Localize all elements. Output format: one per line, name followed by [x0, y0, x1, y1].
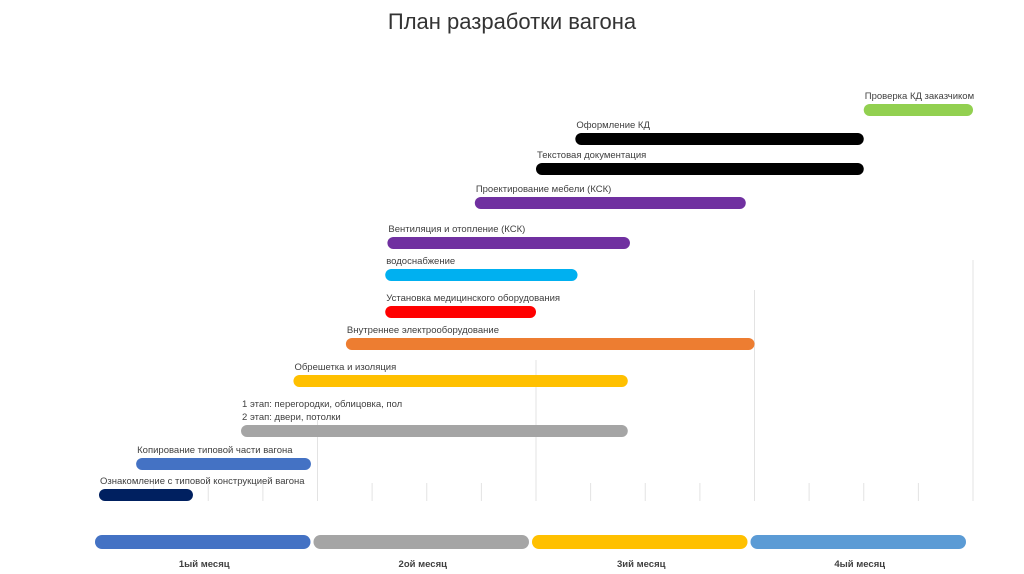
- task-label: Текстовая документация: [537, 150, 646, 161]
- task-bar: [241, 425, 628, 437]
- month-bar: [313, 535, 529, 549]
- task-label: Копирование типовой части вагона: [137, 445, 293, 456]
- task-label: 2 этап: двери, потолки: [242, 412, 341, 423]
- month-axis: 1ый месяц 2ой месяц 3ий месяц 4ый месяц: [95, 535, 966, 570]
- month-bar: [750, 535, 966, 549]
- month-label: 2ой месяц: [399, 559, 448, 570]
- task-bar: [387, 237, 630, 249]
- month-bar: [532, 535, 748, 549]
- task-bar: [863, 104, 973, 116]
- month-label: 3ий месяц: [617, 559, 666, 570]
- month-label: 1ый месяц: [179, 559, 230, 570]
- task-label: Проверка КД заказчиком: [865, 91, 974, 102]
- task-label: Оформление КД: [576, 120, 650, 131]
- task-bar: [575, 133, 864, 145]
- task-label: водоснабжение: [386, 256, 455, 267]
- task-label: Ознакомление с типовой конструкцией ваго…: [100, 476, 305, 487]
- task-label: Установка медицинского оборудования: [386, 293, 560, 304]
- task-label: Вентиляция и отопление (КСК): [388, 224, 525, 235]
- task-bar: [385, 269, 578, 281]
- task-bar: [345, 338, 755, 350]
- task-bar: [293, 375, 628, 387]
- task-label: Проектирование мебели (КСК): [476, 184, 612, 195]
- task-bars: Ознакомление с типовой конструкцией ваго…: [99, 91, 974, 501]
- task-bar: [136, 458, 311, 470]
- month-bar: [95, 535, 311, 549]
- task-bar: [99, 489, 193, 501]
- task-bar: [385, 306, 536, 318]
- task-label: 1 этап: перегородки, облицовка, пол: [242, 399, 402, 410]
- chart-title: План разработки вагона: [387, 9, 637, 34]
- task-bar: [536, 163, 864, 175]
- task-bar: [474, 197, 746, 209]
- task-label: Внутреннее электрооборудование: [347, 325, 499, 336]
- task-label: Обрешетка и изоляция: [294, 362, 396, 373]
- month-label: 4ый месяц: [834, 559, 885, 570]
